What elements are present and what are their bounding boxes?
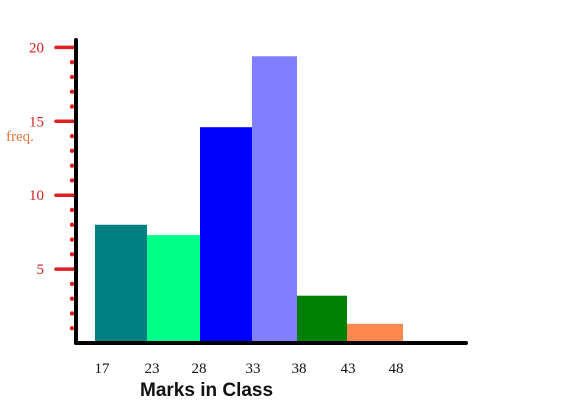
y-minor-tick-18 (69, 74, 75, 80)
bar-33-38 (252, 56, 297, 343)
x-axis-label: Marks in Class (140, 380, 273, 401)
y-minor-tick-4 (69, 281, 75, 287)
y-tick-label-15: 15 (29, 114, 44, 130)
bar-38-43 (297, 295, 347, 343)
y-axis-label: freq. (6, 129, 34, 145)
y-minor-tick-17 (69, 89, 75, 94)
x-tick-label-23: 23 (145, 361, 160, 377)
y-tick-label-10: 10 (29, 188, 44, 204)
y-minor-tick-7 (69, 237, 75, 242)
y-minor-tick-19 (69, 59, 75, 65)
x-tick-label-43: 43 (341, 361, 356, 377)
x-tick-label-28: 28 (192, 361, 207, 377)
bar-28-33 (200, 127, 252, 343)
bars-group (95, 56, 403, 343)
x-tick-label-48: 48 (389, 361, 404, 377)
x-tick-label-17: 17 (95, 361, 111, 377)
y-minor-tick-16 (69, 104, 75, 109)
y-tick-label-5: 5 (37, 262, 45, 278)
y-tick-marks (54, 45, 76, 331)
y-minor-tick-3 (69, 296, 75, 301)
y-minor-tick-9 (69, 207, 75, 213)
y-minor-tick-1 (69, 326, 75, 331)
y-minor-tick-12 (69, 163, 75, 168)
y-minor-tick-6 (69, 252, 75, 257)
y-minor-tick-2 (69, 311, 75, 316)
y-tick-labels: 5 10 15 20 (29, 40, 44, 278)
y-minor-tick-11 (69, 178, 75, 183)
bar-43-48 (347, 323, 403, 343)
bar-17-23 (95, 224, 147, 343)
bar-23-28 (147, 235, 200, 343)
y-tick-label-20: 20 (29, 40, 44, 56)
y-minor-tick-13 (69, 148, 75, 154)
x-tick-label-38: 38 (292, 361, 307, 377)
y-minor-tick-14 (69, 133, 75, 139)
y-minor-tick-8 (69, 222, 75, 227)
x-tick-label-33: 33 (246, 361, 261, 377)
x-tick-labels: 17 23 28 33 38 43 48 (95, 361, 404, 377)
